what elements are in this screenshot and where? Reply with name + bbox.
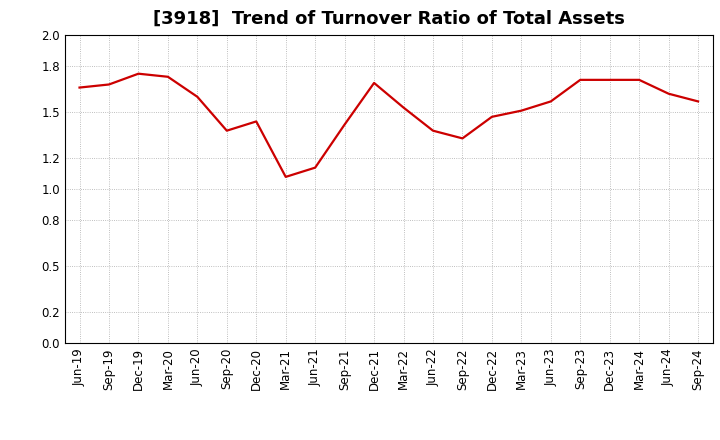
Title: [3918]  Trend of Turnover Ratio of Total Assets: [3918] Trend of Turnover Ratio of Total … [153,10,625,28]
